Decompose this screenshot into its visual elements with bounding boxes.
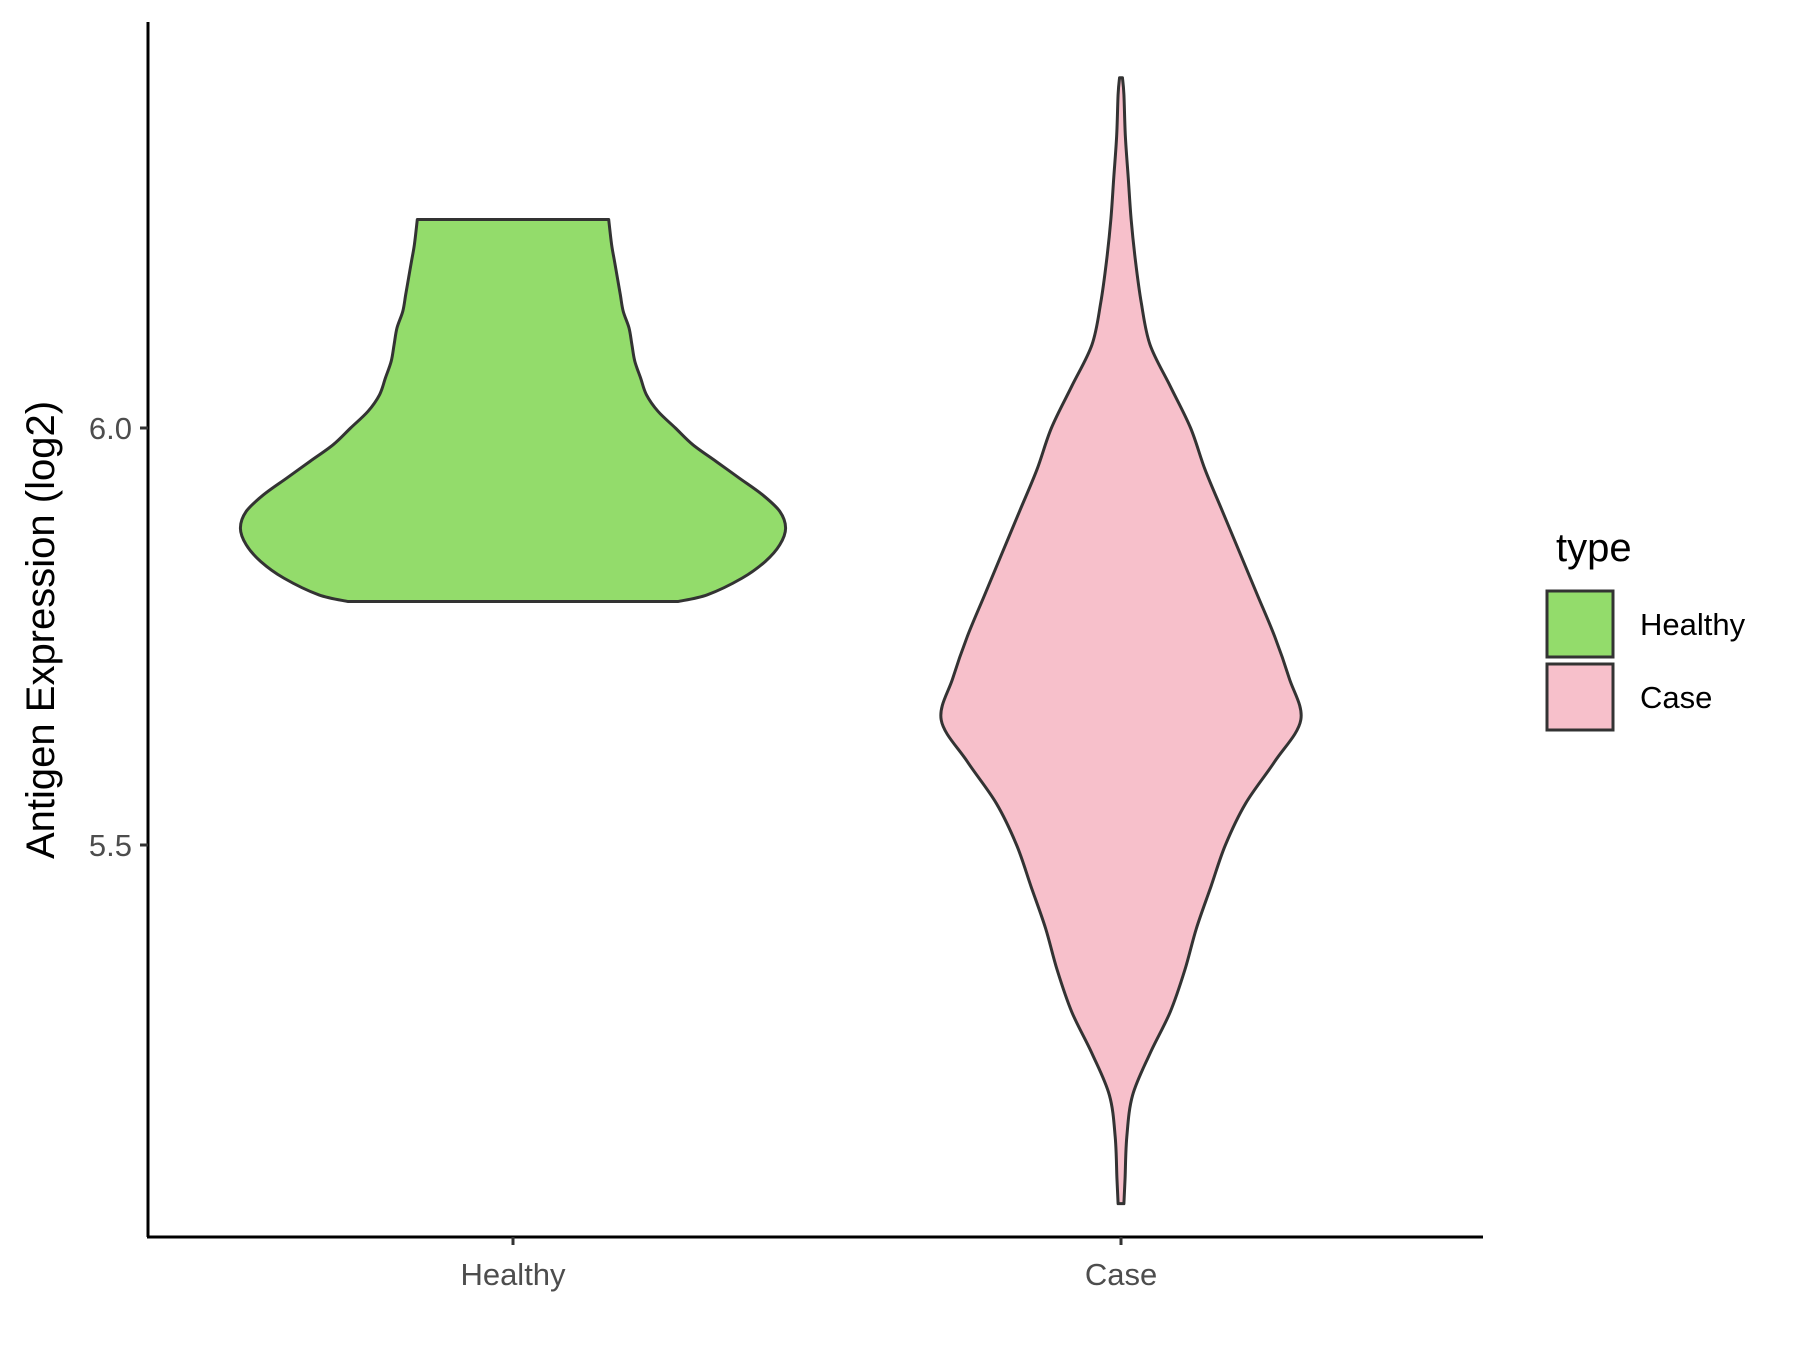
axes-layer [146,22,1483,1239]
x-ticks: Healthy Case [460,1237,1157,1292]
y-tick-label: 5.5 [89,828,132,863]
y-tick-label: 6.0 [89,411,132,446]
x-tick-label: Healthy [460,1257,566,1292]
legend-label-case: Case [1640,680,1712,715]
legend-title: type [1556,526,1632,570]
legend-label-healthy: Healthy [1640,607,1746,642]
x-tick-label: Case [1085,1257,1157,1292]
violin-case [939,76,1303,1206]
y-axis-title: Antigen Expression (log2) [19,401,63,859]
legend: type Healthy Case [1545,526,1746,732]
legend-key-healthy [1545,589,1615,659]
violin-layer [238,76,1303,1206]
violin-healthy [238,218,788,603]
legend-key-case [1545,662,1615,732]
y-ticks: 5.5 6.0 [89,411,148,863]
